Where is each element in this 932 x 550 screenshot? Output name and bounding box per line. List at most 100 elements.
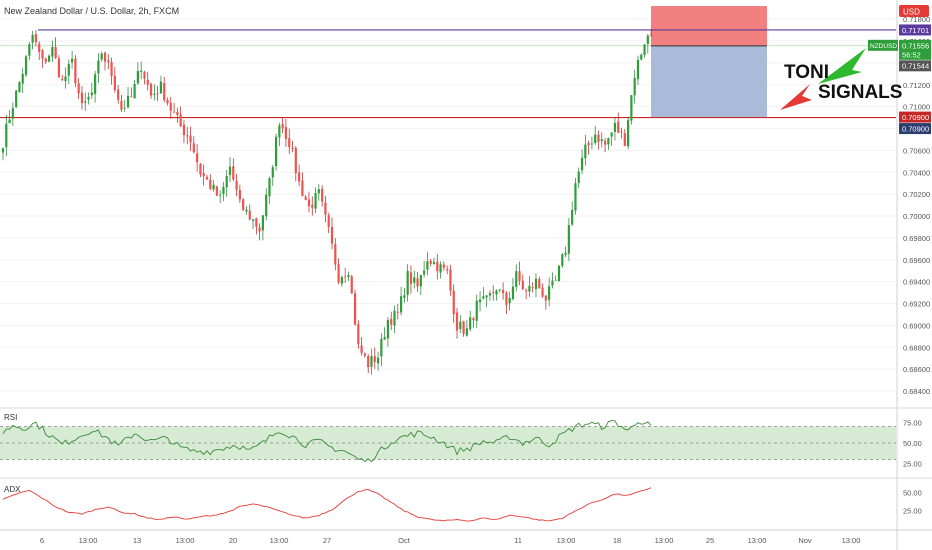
candle-body — [521, 280, 524, 290]
symbol-tag: NZDUSD — [870, 43, 897, 50]
candle-body — [51, 47, 54, 57]
time-axis[interactable]: 6 13:00 13 13:00 20 13:00 27 Oct 11 13:00 18 13:00 2… — [40, 536, 860, 545]
candle-body — [462, 321, 465, 334]
stop-loss-zone[interactable] — [651, 6, 767, 46]
candle-body — [380, 338, 383, 357]
candle-body — [18, 82, 21, 92]
candle-body — [469, 317, 472, 330]
candle-body — [117, 89, 120, 100]
target-tag: 0.70900 — [902, 124, 929, 133]
candle-body — [531, 287, 534, 288]
bar-countdown: 56:52 — [902, 50, 921, 59]
rsi-tick-label: 50.00 — [903, 439, 922, 448]
time-tick-label: 13:00 — [842, 536, 861, 545]
price-tick-label: 0.69200 — [903, 300, 930, 309]
candle-body — [603, 140, 607, 145]
candle-body — [416, 278, 419, 287]
candle-body — [74, 58, 77, 84]
candle-body — [396, 311, 399, 313]
candle-body — [5, 123, 8, 148]
candle-body — [100, 53, 103, 60]
candle-body — [317, 189, 320, 194]
symbol-tag-bg — [868, 39, 898, 51]
candle-body — [630, 95, 633, 121]
candle-body — [340, 276, 343, 284]
candle-body — [360, 345, 363, 353]
candle-body — [268, 178, 271, 197]
candle-body — [334, 244, 337, 265]
candle-body — [646, 35, 649, 44]
candle-body — [255, 218, 258, 227]
candle-body — [610, 132, 613, 137]
candle-body — [643, 44, 646, 56]
adx-tick-label: 25.00 — [903, 506, 922, 515]
time-tick-label: 11 — [514, 536, 522, 545]
candle-body — [291, 147, 294, 149]
candle-body — [41, 50, 44, 59]
candle-body — [146, 79, 149, 85]
candle-body — [212, 184, 215, 190]
candle-body — [120, 100, 123, 110]
candle-body — [153, 93, 156, 95]
price-tick-label: 0.71000 — [903, 103, 930, 112]
candle-body — [304, 196, 307, 200]
candle-body — [584, 144, 587, 159]
candle-body — [353, 293, 357, 325]
price-tick-label: 0.69400 — [903, 278, 930, 287]
candle-body — [245, 209, 248, 212]
last-price-tag: 0.71556 — [902, 41, 929, 50]
candle-body — [525, 290, 528, 292]
candle-body — [94, 74, 97, 94]
candle-body — [548, 286, 551, 300]
candle-body — [242, 199, 245, 211]
candle-body — [485, 295, 488, 298]
candle-body — [192, 143, 195, 153]
candle-body — [189, 135, 192, 143]
candle-body — [423, 270, 426, 275]
candle-body — [38, 43, 41, 52]
candle-body — [67, 63, 70, 76]
candle-body — [232, 166, 235, 180]
candle-body — [90, 92, 93, 96]
adx-tick-label: 50.00 — [903, 489, 922, 498]
candle-body — [21, 73, 24, 84]
candle-body — [258, 227, 261, 232]
candle-body — [235, 180, 238, 190]
candle-body — [597, 134, 600, 143]
candle-body — [617, 121, 620, 133]
candle-body — [84, 101, 87, 103]
price-tags: 0.71701 NZDUSD 0.71556 56:52 0.71544 0.7… — [868, 24, 931, 135]
candle-body — [140, 70, 143, 72]
candle-body — [419, 274, 422, 287]
candle-body — [551, 280, 554, 286]
candle-body — [498, 289, 501, 291]
candle-body — [436, 261, 439, 272]
candle-body — [564, 252, 567, 255]
candle-body — [107, 60, 110, 63]
take-profit-zone[interactable] — [651, 45, 767, 118]
candle-body — [357, 324, 360, 345]
chart-title: New Zealand Dollar / U.S. Dollar, 2h, FX… — [4, 6, 179, 16]
prev-price-tag-bg — [899, 60, 931, 72]
prev-price-tag: 0.71544 — [902, 62, 929, 71]
time-tick-label: 20 — [229, 536, 237, 545]
candle-body — [373, 356, 376, 363]
logo-red-arrow — [780, 84, 812, 110]
currency-badge[interactable]: USD — [903, 8, 920, 17]
candle-body — [64, 76, 67, 82]
candle-body — [607, 137, 610, 145]
time-tick-label: 13:00 — [176, 536, 195, 545]
candle-body — [554, 279, 557, 281]
candle-body — [219, 194, 222, 196]
candle-body — [515, 271, 518, 288]
candle-body — [209, 179, 212, 189]
time-tick-label: 13:00 — [557, 536, 576, 545]
candle-body — [538, 278, 541, 289]
adx-line — [2, 487, 652, 522]
candle-body — [580, 157, 584, 171]
candle-body — [61, 79, 64, 81]
candle-body — [344, 276, 347, 278]
price-tick-label: 0.68600 — [903, 365, 930, 374]
candle-body — [442, 264, 445, 268]
